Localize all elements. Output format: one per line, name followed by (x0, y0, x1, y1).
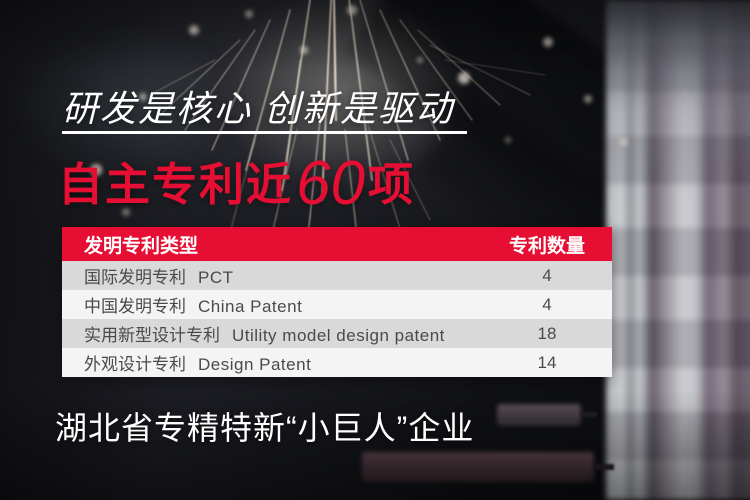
patent-type-en: Design Patent (198, 355, 312, 374)
column-header-count: 专利数量 (508, 235, 585, 257)
headline: 研发是核心 创新是驱动 (62, 88, 455, 129)
patent-count-title: 自主专利近60项 (58, 148, 415, 219)
patent-type-en: PCT (198, 268, 234, 287)
column-header-type: 发明专利类型 (84, 235, 199, 257)
honor-tagline: 湖北省专精特新“小巨人”企业 (55, 410, 475, 446)
patent-count-suffix: 项 (367, 159, 415, 210)
patent-type-zh: 外观设计专利 (84, 355, 186, 374)
patent-table: 发明专利类型 专利数量 国际发明专利 PCT 4 中国发明专利 China Pate… (62, 227, 612, 377)
patent-type-zh: 实用新型设计专利 (84, 326, 220, 345)
patent-count-cell: 18 (537, 323, 557, 343)
table-row: 中国发明专利 China Patent 4 (62, 290, 612, 319)
patent-type-cell: 中国发明专利 China Patent (62, 292, 482, 317)
headline-underline (62, 131, 467, 134)
patent-count-cell: 14 (537, 352, 557, 372)
patent-count-cell: 4 (542, 265, 552, 285)
patent-type-cell: 外观设计专利 Design Patent (62, 350, 482, 375)
patent-type-cell: 实用新型设计专利 Utility model design patent (62, 321, 482, 346)
patent-count-cell: 4 (542, 294, 552, 314)
patent-type-en: China Patent (198, 297, 303, 316)
patent-type-zh: 中国发明专利 (84, 297, 186, 316)
patent-count-number: 60 (296, 149, 365, 218)
table-row: 国际发明专利 PCT 4 (62, 261, 612, 290)
table-row: 实用新型设计专利 Utility model design patent 18 (62, 319, 612, 348)
patent-count-prefix: 自主专利近 (58, 159, 294, 210)
patent-table-header: 发明专利类型 专利数量 (62, 227, 612, 261)
patent-type-zh: 国际发明专利 (84, 268, 186, 287)
patent-type-cell: 国际发明专利 PCT (62, 263, 482, 288)
table-row: 外观设计专利 Design Patent 14 (62, 348, 612, 377)
patent-type-en: Utility model design patent (232, 326, 445, 345)
